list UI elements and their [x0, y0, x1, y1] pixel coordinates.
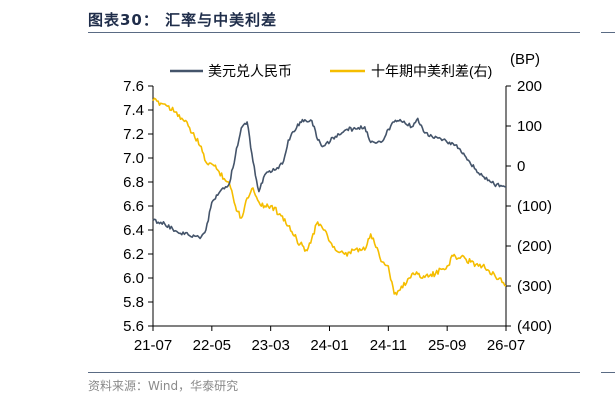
legend-label-spread: 十年期中美利差(右) [371, 63, 492, 79]
x-tick-label: 22-05 [193, 337, 231, 354]
series-usdcny-line [152, 117, 507, 240]
source-note: 资料来源：Wind，华泰研究 [88, 379, 239, 393]
left-tick-label: 5.6 [123, 318, 144, 335]
figure-title-bar: 图表30： 汇率与中美利差 [88, 8, 580, 33]
chart-svg: 7.6 7.4 7.2 7.0 6.8 6.6 6.4 6.2 6.0 5.8 5.6 200 100 0… [123, 51, 552, 354]
x-tick-label: 24-11 [370, 337, 407, 354]
legend-label-usdcny: 美元兑人民币 [208, 63, 292, 79]
legend-group: 美元兑人民币 十年期中美利差(右) [170, 63, 492, 79]
right-tick-label: (200) [517, 238, 552, 255]
x-tick-label: 24-01 [310, 337, 348, 354]
chart-area: 7.6 7.4 7.2 7.0 6.8 6.6 6.4 6.2 6.0 5.8 5.6 200 100 0… [0, 36, 615, 366]
x-tick-label: 21-07 [134, 337, 172, 354]
right-tick-label: 0 [517, 158, 525, 175]
source-rule [88, 372, 580, 373]
series-spread-line [152, 97, 507, 296]
series-usdcny-group [152, 117, 507, 240]
left-tick-label: 7.4 [123, 102, 144, 119]
left-tick-label: 5.8 [123, 294, 144, 311]
left-tick-label: 6.6 [123, 198, 144, 215]
left-tick-label: 6.8 [123, 174, 144, 191]
adjacent-column-rule-bottom [601, 372, 615, 373]
axes-group: 7.6 7.4 7.2 7.0 6.8 6.6 6.4 6.2 6.0 5.8 5.6 200 100 0… [123, 51, 552, 354]
left-tick-label: 7.2 [123, 126, 144, 143]
left-tick-label: 7.6 [123, 78, 144, 95]
right-tick-label: 200 [517, 78, 542, 95]
adjacent-column-rule [601, 8, 615, 33]
x-tick-label: 25-09 [428, 337, 466, 354]
series-spread-group [152, 97, 507, 296]
left-tick-label: 6.0 [123, 270, 144, 287]
right-axis-unit: (BP) [510, 51, 540, 68]
figure-title: 图表30： 汇率与中美利差 [88, 11, 278, 29]
left-tick-label: 6.4 [123, 222, 144, 239]
left-tick-label: 6.2 [123, 246, 144, 263]
right-tick-label: (100) [517, 198, 552, 215]
right-tick-label: (400) [517, 318, 552, 335]
x-tick-label: 26-07 [487, 337, 525, 354]
left-tick-label: 7.0 [123, 150, 144, 167]
right-tick-label: (300) [517, 278, 552, 295]
right-tick-label: 100 [517, 118, 542, 135]
x-tick-label: 23-03 [251, 337, 289, 354]
